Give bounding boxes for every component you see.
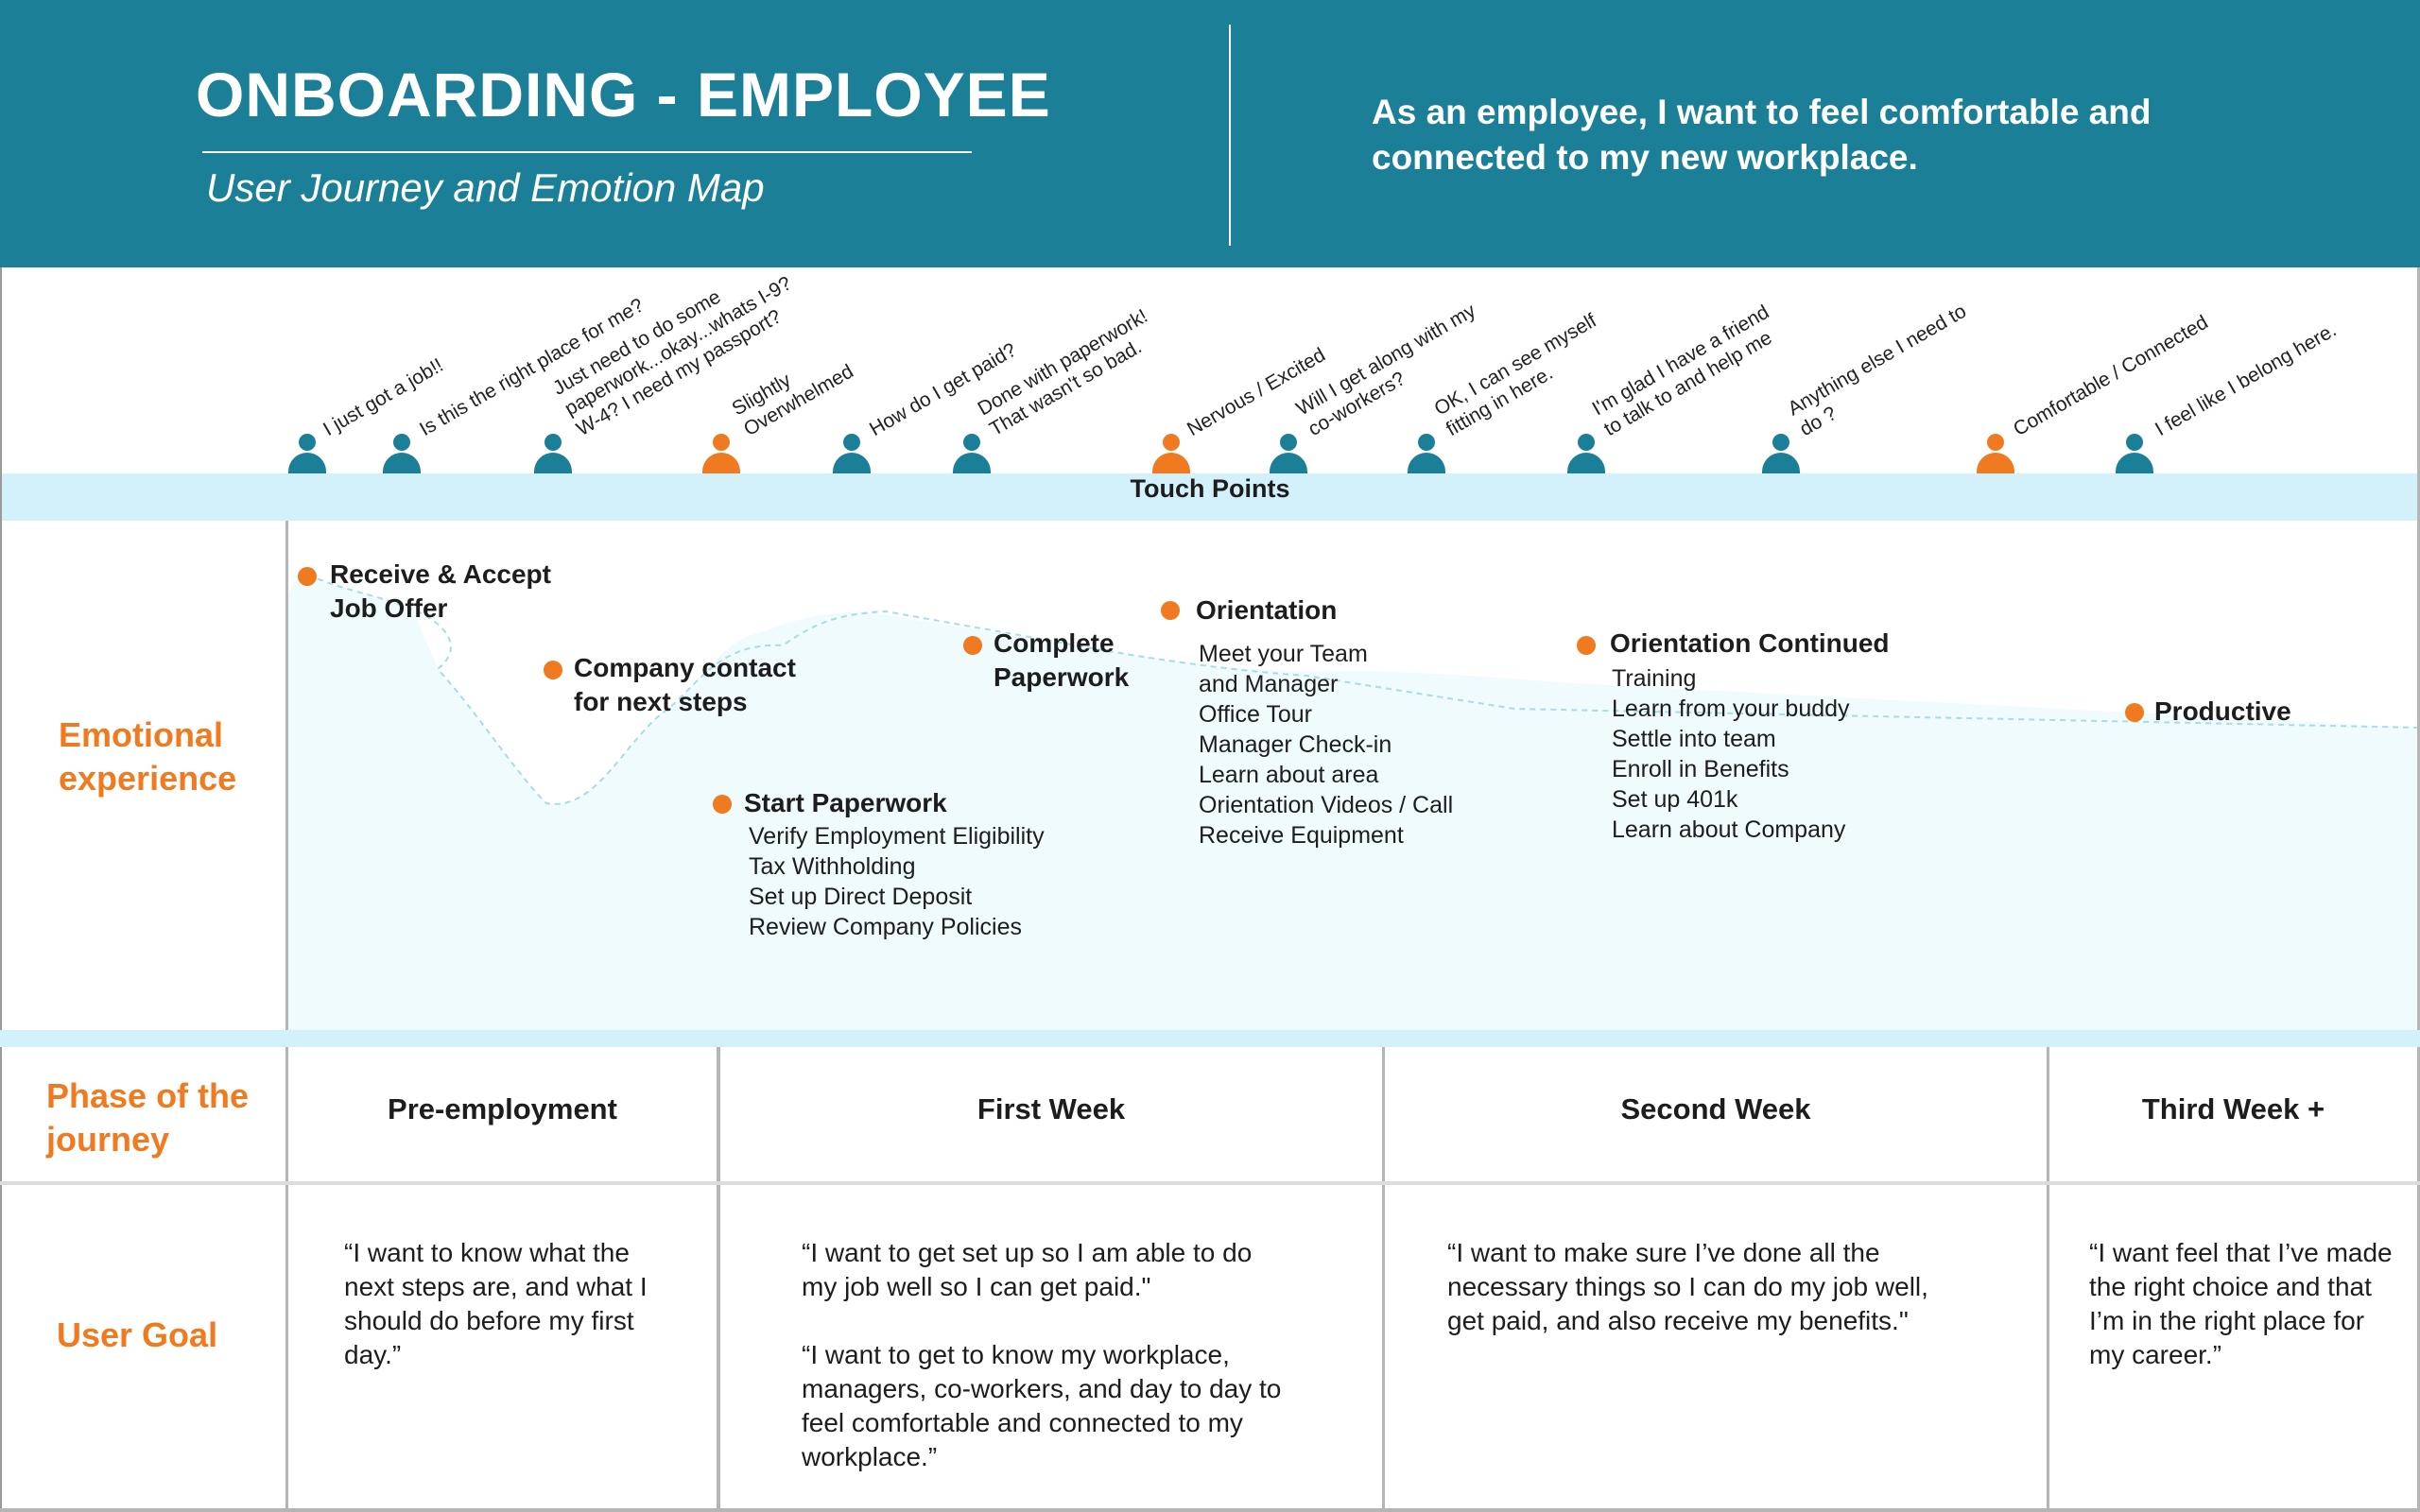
node-title: Orientation Continued <box>1610 628 1890 658</box>
node-title: Start Paperwork <box>744 788 947 817</box>
label-column-divider <box>285 521 288 1512</box>
row-divider <box>0 1181 2420 1185</box>
header-divider <box>1229 25 1231 246</box>
goal-first-week: “I want to get set up so I am able to do… <box>802 1236 1293 1508</box>
node-dot <box>1577 636 1596 655</box>
persona-icon <box>1408 434 1445 473</box>
phase-pre-employment: Pre-employment <box>388 1092 617 1125</box>
phase-band <box>0 1030 2420 1047</box>
persona-icon <box>1977 434 2014 473</box>
persona-icon <box>1270 434 1307 473</box>
node-item: Learn about area <box>1199 762 1379 788</box>
node-item: Review Company Policies <box>749 914 1023 940</box>
node-item: and Manager <box>1199 671 1339 697</box>
persona-icon <box>1762 434 1800 473</box>
node-item: Office Tour <box>1199 701 1312 728</box>
persona-icon <box>702 434 740 473</box>
phase-second-week: Second Week <box>1620 1092 1811 1125</box>
goal-quote: “I want to make sure I’ve done all the n… <box>1447 1238 1928 1335</box>
bottom-border <box>0 1508 2420 1512</box>
node-dot <box>713 795 732 814</box>
phase-first-week: First Week <box>977 1092 1126 1125</box>
right-border <box>2417 267 2420 1512</box>
persona-icon <box>953 434 991 473</box>
thought-text: I'm glad I have a friend to talk to and … <box>1588 301 1776 441</box>
goal-second-week: “I want to make sure I’ve done all the n… <box>1447 1236 1958 1372</box>
thought-text: Done with paperwork! That wasn't so bad. <box>974 305 1151 441</box>
node-item: Manager Check-in <box>1199 731 1392 758</box>
emotion-curve <box>288 574 2420 1030</box>
persona-icon <box>288 434 326 473</box>
persona-icon <box>534 434 572 473</box>
node-dot <box>298 567 317 586</box>
node-item: Training <box>1612 665 1697 692</box>
phase-third-week: Third Week + <box>2141 1092 2325 1125</box>
node-title: Company contact for next steps <box>574 653 796 716</box>
goal-quote: “I want to get to know my workplace, man… <box>802 1340 1282 1471</box>
emotional-experience-label: Emotional experience <box>59 715 237 798</box>
node-item: Meet your Team <box>1199 641 1368 667</box>
persona-icon <box>2116 434 2153 473</box>
node-dot <box>1161 601 1180 620</box>
node-title: Receive & Accept Job Offer <box>330 559 551 623</box>
goal-third-week: “I want feel that I’ve made the right ch… <box>2089 1236 2401 1406</box>
goal-quote: “I want to know what the next steps are,… <box>344 1238 648 1369</box>
node-dot <box>2125 703 2144 722</box>
node-dot <box>544 661 562 679</box>
goal-quote: “I want feel that I’ve made the right ch… <box>2089 1238 2393 1369</box>
node-items: Training Learn from your buddy Settle in… <box>1612 663 1850 845</box>
title-underline <box>202 151 972 153</box>
phase-divider <box>717 1047 720 1512</box>
node-item: Orientation Videos / Call <box>1199 792 1454 818</box>
touch-points-label: Touch Points <box>1130 474 1290 503</box>
phase-divider <box>2047 1047 2049 1512</box>
node-item: Tax Withholding <box>749 853 916 880</box>
persona-icon <box>1567 434 1605 473</box>
node-item: Learn from your buddy <box>1612 696 1850 722</box>
page-title: ONBOARDING - EMPLOYEE <box>196 60 1051 129</box>
phase-label: Phase of the journey <box>46 1076 250 1159</box>
node-item: Set up 401k <box>1612 786 1738 813</box>
node-item: Learn about Company <box>1612 816 1846 843</box>
node-dot <box>963 636 982 655</box>
node-title: Complete Paperwork <box>994 628 1130 692</box>
persona-icon <box>1152 434 1190 473</box>
left-border <box>0 267 2 1512</box>
header-banner <box>0 0 2420 267</box>
node-item: Set up Direct Deposit <box>749 884 973 910</box>
page-subtitle: User Journey and Emotion Map <box>206 165 765 210</box>
goal-quote: “I want to get set up so I am able to do… <box>802 1238 1253 1301</box>
thought-text: Slightly Overwhelmed <box>728 360 857 441</box>
node-item: Receive Equipment <box>1199 822 1404 849</box>
persona-icon <box>833 434 871 473</box>
goal-pre-employment: “I want to know what the next steps are,… <box>344 1236 666 1406</box>
thought-text: Anything else I need to do ? <box>1784 300 1971 441</box>
node-item: Settle into team <box>1612 726 1776 752</box>
phase-divider <box>1382 1047 1385 1512</box>
touch-points-band <box>0 473 2420 521</box>
node-title: Orientation <box>1196 595 1338 625</box>
node-items: Verify Employment Eligibility Tax Withho… <box>749 821 1045 942</box>
node-item: Verify Employment Eligibility <box>749 823 1045 850</box>
user-story: As an employee, I want to feel comfortab… <box>1372 93 2152 177</box>
node-items: Meet your Team and Manager Office Tour M… <box>1199 639 1453 850</box>
persona-icon <box>383 434 421 473</box>
user-goal-label: User Goal <box>57 1315 218 1354</box>
node-item: Enroll in Benefits <box>1612 756 1789 782</box>
node-title: Productive <box>2154 696 2291 726</box>
